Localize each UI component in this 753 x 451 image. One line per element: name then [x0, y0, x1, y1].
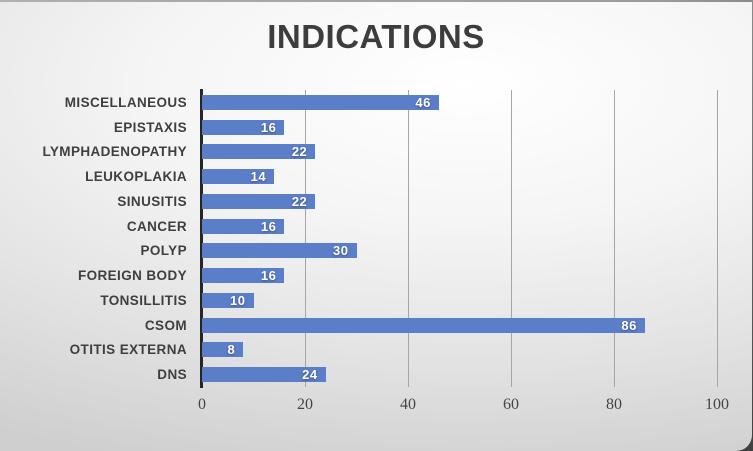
- category-label: EPISTAXIS: [113, 119, 187, 135]
- category-row: MISCELLANEOUS: [0, 90, 194, 115]
- category-row: POLYP: [0, 239, 194, 264]
- bar-row: 22: [202, 140, 717, 165]
- y-axis-line: [200, 89, 203, 388]
- category-label: CANCER: [126, 218, 187, 234]
- gridline: [717, 90, 718, 387]
- category-row: TONSILLITIS: [0, 288, 194, 313]
- category-label: OTITIS EXTERNA: [69, 342, 187, 358]
- x-tick-label: 80: [606, 396, 622, 413]
- x-tick-label: 40: [400, 396, 416, 413]
- bar-row: 30: [202, 239, 717, 264]
- x-tick-label: 0: [198, 396, 206, 413]
- x-axis-ticks: 0 20 40 60 80 100: [198, 396, 729, 418]
- category-row: CSOM: [0, 313, 194, 338]
- bar-value-label: 14: [250, 169, 267, 185]
- bar-value-label: 22: [291, 144, 308, 160]
- x-tick-label: 60: [503, 396, 519, 413]
- bar: 8: [202, 342, 244, 358]
- bar-value-label: 24: [302, 367, 318, 383]
- bar: 46: [202, 94, 439, 110]
- category-label: DNS: [157, 367, 187, 383]
- bar-series: 46 16 22 14 22 16 30 16 10 86 8 24: [202, 90, 717, 387]
- gridline: [305, 90, 306, 387]
- category-row: OTITIS EXTERNA: [0, 338, 194, 363]
- gridline: [614, 90, 615, 387]
- bar-value-label: 22: [291, 193, 308, 209]
- bar-value-label: 10: [230, 292, 246, 308]
- category-row: SINUSITIS: [0, 189, 194, 214]
- category-axis: MISCELLANEOUS EPISTAXIS LYMPHADENOPATHY LEU…: [0, 90, 194, 387]
- bar-value-label: 8: [227, 342, 236, 358]
- category-label: LYMPHADENOPATHY: [42, 144, 187, 160]
- bar: 22: [202, 144, 316, 160]
- category-label: MISCELLANEOUS: [64, 94, 187, 110]
- plot-area: [202, 90, 718, 387]
- bar-value-label: 16: [260, 218, 277, 234]
- bar: 10: [202, 292, 254, 308]
- chart-title: INDICATIONS: [267, 18, 485, 55]
- category-row: LEUKOPLAKIA: [0, 164, 194, 189]
- bar: 14: [202, 169, 275, 185]
- bar-row: 14: [202, 164, 717, 189]
- bar: 30: [202, 243, 357, 259]
- bar-value-label: 46: [415, 94, 431, 110]
- bar-row: 16: [202, 115, 717, 140]
- category-row: LYMPHADENOPATHY: [0, 140, 194, 165]
- bar-row: 24: [202, 362, 717, 387]
- category-row: CANCER: [0, 214, 194, 239]
- bar: 86: [202, 317, 645, 333]
- bar-value-label: 16: [260, 268, 277, 284]
- category-label: FOREIGN BODY: [77, 268, 187, 284]
- bar-value-label: 30: [333, 243, 349, 259]
- bar: 24: [202, 367, 326, 383]
- gridline: [408, 90, 409, 387]
- bar-value-label: 16: [260, 119, 277, 135]
- category-row: FOREIGN BODY: [0, 263, 194, 288]
- category-label: LEUKOPLAKIA: [85, 169, 187, 185]
- bar-row: 8: [202, 338, 717, 363]
- category-label: POLYP: [140, 243, 187, 259]
- bar: 16: [202, 218, 285, 234]
- bar-row: 22: [202, 189, 717, 214]
- category-label: TONSILLITIS: [100, 292, 187, 308]
- bar: 16: [202, 268, 285, 284]
- bar-row: 10: [202, 288, 717, 313]
- x-tick-label: 20: [297, 396, 313, 413]
- category-row: DNS: [0, 362, 194, 387]
- x-tick-label: 100: [705, 396, 729, 413]
- category-row: EPISTAXIS: [0, 115, 194, 140]
- gridline: [511, 90, 512, 387]
- bar-row: 16: [202, 263, 717, 288]
- category-label: SINUSITIS: [117, 193, 187, 209]
- bar-value-label: 86: [621, 317, 637, 333]
- bar: 16: [202, 119, 285, 135]
- bar: 22: [202, 193, 316, 209]
- category-label: CSOM: [144, 317, 187, 333]
- bar-row: 16: [202, 214, 717, 239]
- bar-row: 86: [202, 313, 717, 338]
- bar-row: 46: [202, 90, 717, 115]
